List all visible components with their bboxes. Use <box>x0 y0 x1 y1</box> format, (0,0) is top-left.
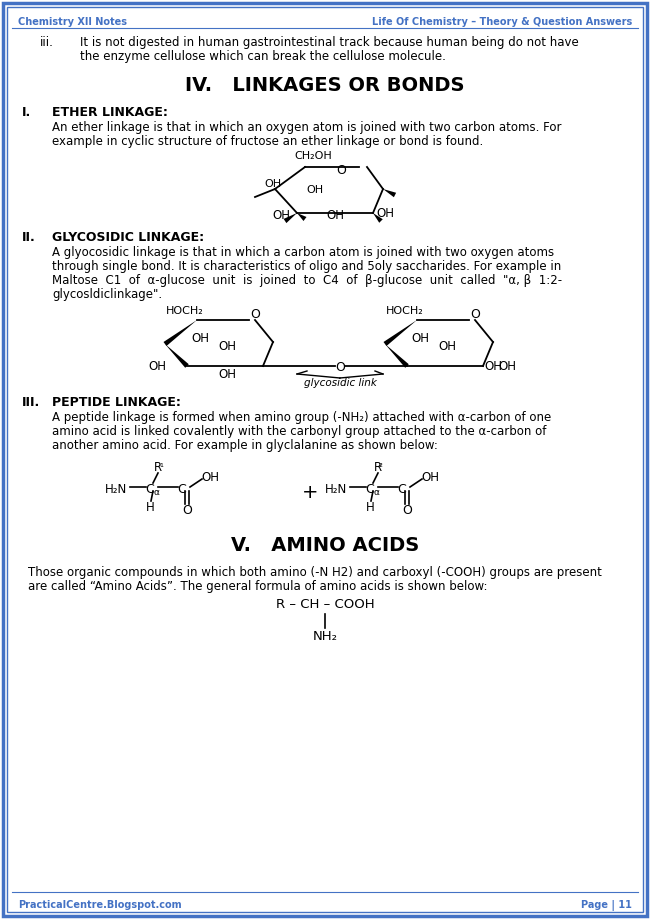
Text: through single bond. It is characteristics of oligo and 5oly saccharides. For ex: through single bond. It is characteristi… <box>52 260 561 273</box>
Text: amino acid is linked covalently with the carbonyl group attached to the α-carbon: amino acid is linked covalently with the… <box>52 425 547 438</box>
Text: another amino acid. For example in glyclalanine as shown below:: another amino acid. For example in glycl… <box>52 439 438 452</box>
Text: HOCH₂: HOCH₂ <box>166 306 204 316</box>
Text: H₂N: H₂N <box>105 483 127 496</box>
Text: H₂N: H₂N <box>325 483 347 496</box>
Text: OH: OH <box>306 185 324 195</box>
Text: α: α <box>374 488 380 497</box>
Polygon shape <box>297 213 307 221</box>
Polygon shape <box>383 189 396 198</box>
Text: α: α <box>154 488 160 497</box>
Text: II.: II. <box>22 231 36 244</box>
Text: H: H <box>365 501 374 514</box>
Text: ETHER LINKAGE:: ETHER LINKAGE: <box>52 106 168 119</box>
Polygon shape <box>165 344 188 368</box>
Text: +: + <box>302 483 318 502</box>
Text: V.   AMINO ACIDS: V. AMINO ACIDS <box>231 536 419 555</box>
Text: NH₂: NH₂ <box>313 630 337 643</box>
Text: A peptide linkage is formed when amino group (-NH₂) attached with α-carbon of on: A peptide linkage is formed when amino g… <box>52 411 551 424</box>
Text: OH: OH <box>201 471 219 484</box>
Text: OH: OH <box>218 368 236 381</box>
Text: ₁: ₁ <box>159 459 163 469</box>
Text: OH: OH <box>148 360 166 373</box>
Text: CH₂OH: CH₂OH <box>294 151 332 161</box>
Text: HOCH₂: HOCH₂ <box>386 306 424 316</box>
Text: OH: OH <box>191 332 209 345</box>
Text: Chemistry XII Notes: Chemistry XII Notes <box>18 17 127 27</box>
Text: IV.   LINKAGES OR BONDS: IV. LINKAGES OR BONDS <box>185 76 465 95</box>
Text: O: O <box>335 361 345 374</box>
Polygon shape <box>385 344 409 368</box>
Text: OH: OH <box>484 360 502 373</box>
Text: PEPTIDE LINKAGE:: PEPTIDE LINKAGE: <box>52 396 181 409</box>
Text: O: O <box>402 504 412 517</box>
Text: OH: OH <box>265 179 281 189</box>
Text: OH: OH <box>438 340 456 353</box>
Text: Those organic compounds in which both amino (-N H2) and carboxyl (-COOH) groups : Those organic compounds in which both am… <box>28 566 602 579</box>
Text: glycosidic link: glycosidic link <box>304 378 376 388</box>
Text: C: C <box>365 483 374 496</box>
Text: GLYCOSIDIC LINKAGE:: GLYCOSIDIC LINKAGE: <box>52 231 204 244</box>
Text: Page | 11: Page | 11 <box>581 900 632 911</box>
Text: O: O <box>470 308 480 321</box>
Text: Life Of Chemistry – Theory & Question Answers: Life Of Chemistry – Theory & Question An… <box>372 17 632 27</box>
Polygon shape <box>373 213 383 222</box>
Text: the enzyme cellulose which can break the cellulose molecule.: the enzyme cellulose which can break the… <box>80 50 446 63</box>
Polygon shape <box>384 320 417 346</box>
Text: O: O <box>182 504 192 517</box>
Text: R: R <box>374 461 382 474</box>
Text: C: C <box>177 483 187 496</box>
Text: OH: OH <box>498 360 516 373</box>
Text: O: O <box>336 164 346 177</box>
Text: An ether linkage is that in which an oxygen atom is joined with two carbon atoms: An ether linkage is that in which an oxy… <box>52 121 562 134</box>
Text: OH: OH <box>421 471 439 484</box>
Text: O: O <box>250 308 260 321</box>
Text: C: C <box>398 483 406 496</box>
Text: ₂: ₂ <box>379 459 383 469</box>
Text: III.: III. <box>22 396 40 409</box>
Text: example in cyclic structure of fructose an ether linkage or bond is found.: example in cyclic structure of fructose … <box>52 135 483 148</box>
Text: A glyocosidic linkage is that in which a carbon atom is joined with two oxygen a: A glyocosidic linkage is that in which a… <box>52 246 554 259</box>
Text: It is not digested in human gastrointestinal track because human being do not ha: It is not digested in human gastrointest… <box>80 36 578 49</box>
Text: OH: OH <box>272 209 290 222</box>
Text: R: R <box>154 461 162 474</box>
Text: Maltose  C1  of  α-glucose  unit  is  joined  to  C4  of  β-glucose  unit  calle: Maltose C1 of α-glucose unit is joined t… <box>52 274 562 287</box>
Text: R – CH – COOH: R – CH – COOH <box>276 598 374 611</box>
Text: are called “Amino Acids”. The general formula of amino acids is shown below:: are called “Amino Acids”. The general fo… <box>28 580 487 593</box>
Text: C: C <box>146 483 155 496</box>
Text: OH: OH <box>218 340 236 353</box>
Text: glycosldiclinkage".: glycosldiclinkage". <box>52 288 162 301</box>
Text: PracticalCentre.Blogspot.com: PracticalCentre.Blogspot.com <box>18 900 181 910</box>
Text: H: H <box>146 501 155 514</box>
Text: OH: OH <box>376 207 394 220</box>
Text: iii.: iii. <box>40 36 54 49</box>
Polygon shape <box>164 320 197 346</box>
Text: Practical
Centre
Blogspot.com: Practical Centre Blogspot.com <box>49 331 530 729</box>
Text: I.: I. <box>22 106 31 119</box>
Text: OH: OH <box>411 332 429 345</box>
Polygon shape <box>283 213 297 223</box>
Text: OH: OH <box>326 209 344 222</box>
